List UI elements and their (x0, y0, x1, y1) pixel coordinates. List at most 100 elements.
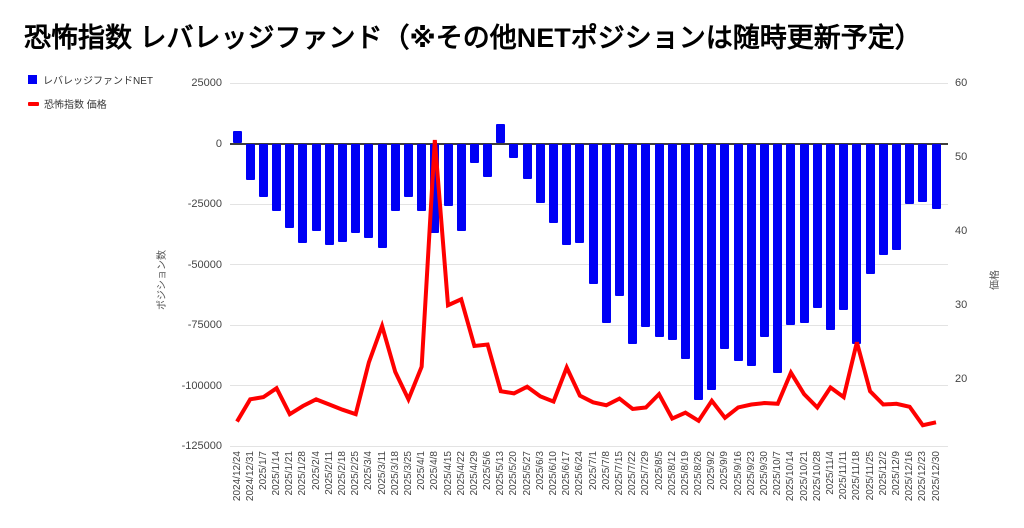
x-axis-date-label: 2025/4/8 (429, 451, 441, 490)
x-axis-date-label: 2025/5/6 (482, 451, 494, 490)
net-position-bar (258, 143, 268, 197)
chart-title: 恐怖指数 レバレッジファンド（※その他NETポジションは随時更新予定） (24, 23, 922, 53)
net-position-bar (641, 143, 651, 328)
net-position-bar (298, 143, 308, 243)
x-axis-date-label: 2025/6/24 (574, 451, 586, 496)
x-axis-date-label: 2025/1/28 (297, 451, 309, 496)
x-axis-date-label: 2025/1/14 (271, 451, 283, 496)
x-axis-date-label: 2025/6/3 (534, 451, 546, 490)
x-axis-date-label: 2025/12/23 (917, 451, 929, 502)
net-position-bar (628, 143, 638, 345)
net-position-bar (720, 143, 730, 350)
x-axis-date-label: 2025/11/4 (824, 451, 836, 495)
legend-swatch-price-icon (28, 101, 39, 106)
right-axis-tick-label: 50 (955, 151, 968, 164)
net-position-bar (786, 143, 796, 325)
x-axis-date-label: 2025/3/25 (402, 451, 414, 496)
x-axis-date-label: 2025/8/26 (693, 451, 705, 496)
x-axis-date-label: 2025/9/30 (759, 451, 771, 496)
legend-item-price: 恐怖指数 価格 (28, 96, 107, 111)
gridline (230, 82, 948, 84)
net-position-bar (601, 143, 611, 323)
net-position-bar (694, 143, 704, 401)
x-axis-date-label: 2025/6/10 (548, 451, 560, 496)
net-position-bar (272, 143, 282, 212)
x-axis-date-label: 2024/12/31 (244, 451, 256, 502)
net-position-bar (403, 143, 413, 197)
right-axis-tick-label: 20 (955, 373, 968, 386)
net-position-bar (549, 143, 559, 224)
net-position-bar (324, 143, 334, 246)
net-position-bar (232, 131, 242, 144)
net-position-bar (575, 143, 585, 243)
net-position-bar (799, 143, 809, 323)
x-axis-date-label: 2025/7/29 (640, 451, 652, 496)
x-axis-date-label: 2025/8/19 (679, 451, 691, 496)
net-position-bar (825, 143, 835, 330)
net-position-bar (443, 143, 453, 207)
x-axis-date-label: 2025/12/2 (877, 451, 889, 496)
net-position-bar (588, 143, 598, 284)
x-axis-date-label: 2025/7/22 (627, 451, 639, 496)
net-position-bar (680, 143, 690, 359)
left-axis-tick-label: -125000 (181, 440, 222, 452)
x-axis-date-label: 2025/8/5 (653, 451, 665, 490)
right-axis-tick-label: 30 (955, 299, 968, 312)
x-axis-date-label: 2025/10/14 (785, 451, 797, 502)
net-position-bar (746, 143, 756, 367)
left-axis-tick-label: -75000 (187, 319, 222, 331)
x-axis-date-label: 2025/4/29 (468, 451, 480, 496)
x-axis-date-label: 2025/6/17 (561, 451, 573, 496)
gridline (230, 385, 948, 386)
left-axis-tick-label: -25000 (187, 198, 222, 210)
net-position-bar (562, 143, 572, 246)
net-position-bar (614, 143, 624, 296)
net-position-bar (522, 143, 532, 179)
legend-label-net: レバレッジファンドNET (43, 76, 153, 87)
x-axis-date-label: 2025/4/1 (416, 451, 428, 490)
net-position-bar (733, 143, 743, 362)
x-axis-date-label: 2025/12/30 (930, 451, 942, 502)
net-position-bar (377, 143, 387, 248)
x-axis-date-label: 2025/7/1 (587, 451, 599, 490)
net-position-bar (654, 143, 664, 338)
x-axis-date-label: 2025/10/28 (811, 451, 823, 502)
net-position-bar (417, 143, 427, 212)
net-position-bar (469, 143, 479, 163)
x-axis-date-label: 2025/5/20 (508, 451, 520, 496)
x-axis-date-label: 2025/4/22 (455, 451, 467, 496)
net-position-bar (812, 143, 822, 309)
net-position-bar (351, 143, 361, 234)
right-axis-tick-label: 60 (955, 77, 968, 89)
net-position-bar (456, 143, 466, 231)
x-axis-date-label: 2025/9/9 (719, 451, 731, 490)
net-position-bar (865, 143, 875, 275)
legend-item-net: レバレッジファンドNET (28, 72, 153, 87)
x-axis-date-label: 2025/8/12 (666, 451, 678, 496)
net-position-bar (364, 143, 374, 238)
right-axis-tick-label: 40 (955, 225, 968, 238)
legend-label-price: 恐怖指数 価格 (44, 100, 107, 111)
x-axis-date-label: 2025/3/18 (389, 451, 401, 496)
net-position-bar (430, 143, 440, 234)
left-axis-tick-label: 25000 (191, 77, 222, 89)
x-axis-date-label: 2025/1/21 (284, 451, 296, 496)
left-axis-tick-label: -50000 (187, 258, 222, 271)
net-position-bar (483, 143, 493, 178)
x-axis-date-label: 2025/9/16 (732, 451, 744, 496)
net-position-bar (338, 143, 347, 242)
net-position-bar (535, 143, 545, 203)
gridline (230, 445, 948, 447)
x-axis-date-label: 2025/12/16 (904, 451, 916, 502)
net-position-bar (931, 143, 941, 209)
net-position-bar (905, 143, 915, 204)
net-position-bar (878, 143, 888, 255)
x-axis-date-label: 2025/9/2 (706, 451, 718, 490)
x-axis-date-label: 2025/5/13 (495, 451, 507, 496)
net-position-bar (773, 143, 783, 374)
net-position-bar (852, 143, 862, 345)
gridline (230, 324, 948, 326)
x-axis-date-label: 2025/2/18 (337, 451, 348, 496)
net-position-bar (496, 124, 506, 144)
